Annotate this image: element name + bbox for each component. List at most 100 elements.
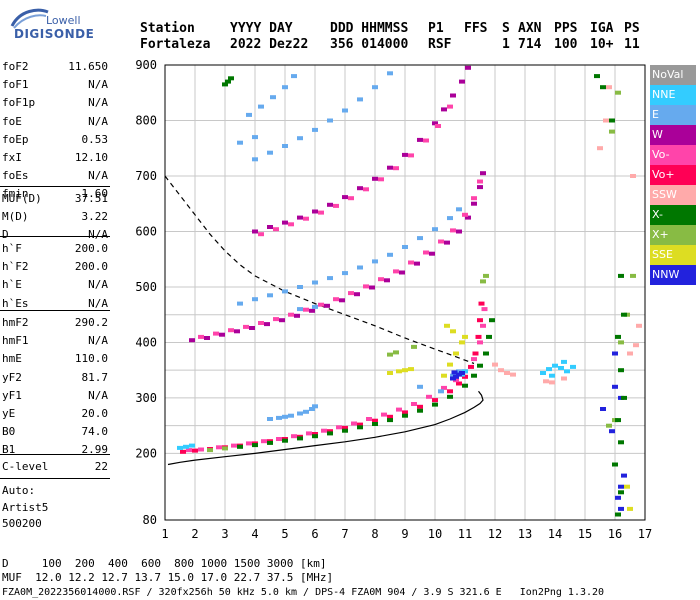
param-row-fof1p: foF1p N/A: [2, 94, 108, 112]
echo-point: [615, 495, 621, 500]
auto-algorithm: Artist5: [2, 501, 49, 514]
echo-point: [246, 441, 252, 446]
echo-point: [282, 414, 288, 419]
echo-point: [372, 259, 378, 264]
param-row-yf2: yF2 81.7: [2, 369, 108, 387]
echo-point: [432, 227, 438, 232]
echo-point: [471, 201, 477, 206]
echo-point: [303, 216, 309, 221]
echo-point: [618, 340, 624, 345]
echo-point: [297, 285, 303, 289]
echo-point: [459, 79, 465, 84]
header-label-2: DDD HHMMSS: [330, 21, 409, 36]
header-value-6: 714: [518, 37, 542, 52]
param-row-hf2: h`F2 200.0: [2, 258, 108, 276]
x-tick-label: 13: [518, 527, 532, 541]
header-label-8: IGA: [590, 21, 614, 36]
param-separator: [0, 236, 110, 237]
echo-point: [480, 323, 486, 328]
echo-point: [510, 372, 516, 377]
param-separator: [0, 186, 110, 187]
header-label-3: P1: [428, 21, 444, 36]
x-tick-label: 14: [548, 527, 562, 541]
echo-point: [459, 371, 465, 375]
echo-point: [447, 394, 453, 399]
echo-point: [237, 301, 243, 306]
echo-point: [291, 434, 297, 439]
echo-point: [612, 351, 618, 356]
param-name: yE: [2, 407, 16, 420]
echo-point: [618, 273, 624, 278]
echo-point: [633, 343, 639, 348]
echo-point: [417, 236, 423, 241]
param-separator: [0, 478, 110, 479]
echo-point: [396, 407, 402, 412]
echo-point: [606, 85, 612, 90]
echo-point: [615, 512, 621, 517]
echo-point: [327, 118, 333, 123]
legend-item-x: X-: [650, 205, 696, 225]
echo-point: [618, 506, 624, 511]
echo-point: [339, 298, 345, 303]
profile-solid-curve: [167, 390, 484, 466]
legend-item-sse: SSE: [650, 245, 696, 265]
echo-point: [447, 362, 453, 367]
param-value: N/A: [88, 96, 108, 110]
echo-point: [450, 329, 456, 334]
param-row-hes: h`Es N/A: [2, 295, 108, 313]
param-name: foEs: [2, 169, 29, 183]
param-row-hme: hmE 110.0: [2, 350, 108, 368]
echo-point: [477, 179, 483, 184]
echo-point: [258, 321, 264, 325]
echo-point: [258, 232, 264, 237]
echo-point: [483, 273, 489, 278]
echo-point: [561, 359, 567, 364]
auto-label: Auto:: [2, 484, 36, 497]
param-name: MUF(D): [2, 192, 42, 205]
echo-point: [486, 334, 492, 339]
echo-point: [297, 215, 303, 220]
echo-point: [267, 225, 273, 229]
echo-point: [282, 220, 288, 225]
echo-point: [426, 394, 432, 399]
echo-point: [615, 90, 621, 95]
echo-point: [357, 186, 363, 191]
legend-item-w: W: [650, 125, 696, 145]
echo-point: [366, 417, 372, 421]
echo-point: [324, 303, 330, 308]
x-tick-label: 17: [638, 527, 652, 541]
echo-point: [312, 304, 318, 309]
echo-point: [627, 351, 633, 356]
param-value: N/A: [88, 388, 108, 402]
echo-point: [204, 336, 210, 340]
digisonde-logo: Lowell DIGISONDE: [6, 6, 116, 46]
echo-point: [417, 137, 423, 142]
echo-point: [312, 280, 318, 285]
echo-point: [627, 506, 633, 511]
echo-point: [477, 340, 483, 345]
param-row-yf1: yF1 N/A: [2, 387, 108, 405]
echo-point: [402, 368, 408, 373]
header-value-8: 10+: [590, 37, 614, 52]
echo-point: [357, 425, 363, 430]
echo-point: [471, 357, 477, 362]
muf-dashed-curve: [164, 175, 475, 365]
echo-point: [303, 307, 309, 312]
echo-point: [318, 210, 324, 215]
y-tick-label: 900: [135, 58, 157, 72]
param-value: 20.0: [81, 407, 109, 420]
echo-point: [561, 376, 567, 381]
echo-point: [297, 307, 303, 312]
echo-point: [483, 351, 489, 356]
y-tick-label: 700: [135, 169, 157, 183]
echo-point: [612, 384, 618, 389]
echo-point: [372, 176, 378, 181]
footer-file-info: FZA0M_2022356014000.RSF / 320fx256h 50 k…: [2, 587, 605, 598]
echo-point: [465, 215, 471, 220]
legend-item-noval: NoVal: [650, 65, 696, 85]
echo-point: [282, 85, 288, 90]
echo-point: [270, 95, 276, 100]
x-tick-label: 2: [191, 527, 198, 541]
echo-point: [477, 363, 483, 368]
param-separator: [0, 454, 110, 455]
